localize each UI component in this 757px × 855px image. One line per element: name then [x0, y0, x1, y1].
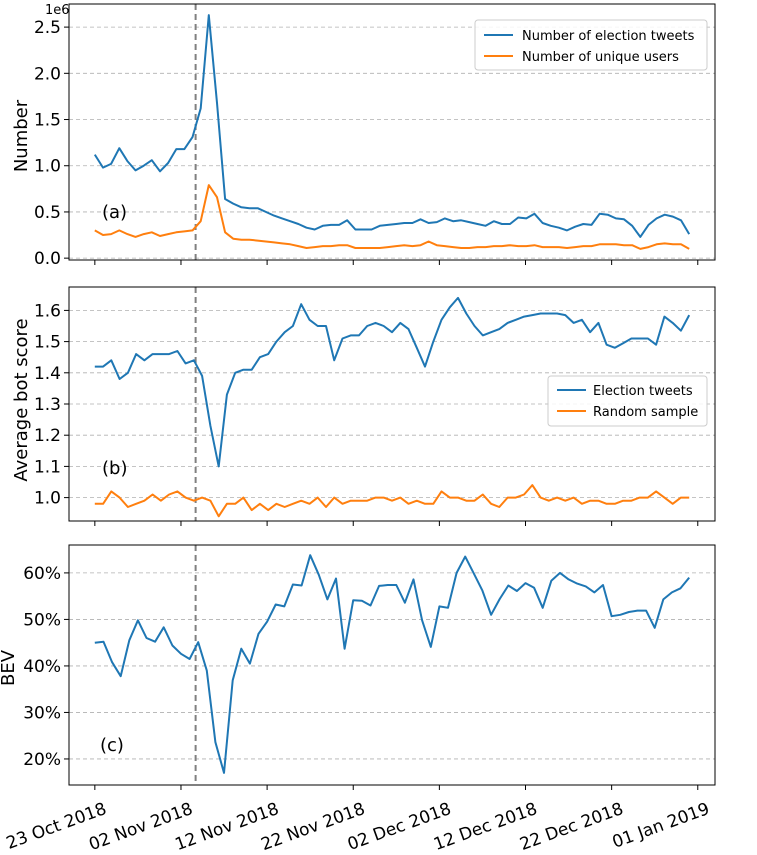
panel-a-series-number-of-election-tweets: [93, 14, 691, 238]
panel-a-series-number-of-unique-users: [94, 184, 690, 250]
x-tick-label: 01 Jan 2019: [610, 799, 713, 853]
panel-b-series-random-sample: [94, 484, 690, 518]
panel-c-grid: [69, 572, 715, 760]
panel-b-label: (b): [102, 458, 127, 479]
panel-c-y-tick-label: 20%: [23, 750, 61, 770]
panel-b-series: [94, 296, 691, 518]
panel-a-y-tick-label: 0.5: [34, 203, 61, 223]
panel-b-y-tick-label: 1.1: [34, 457, 61, 477]
panel-b-legend: Election tweets Random sample: [547, 375, 708, 427]
panel-a-y-axis-label: Number: [11, 99, 32, 172]
panel-a-grid: [69, 26, 715, 259]
panel-c-frame: [68, 544, 716, 786]
panel-b-y-tick-label: 1.6: [34, 301, 61, 321]
panel-c-x-ticks: [94, 785, 699, 790]
panel-b-series-election-tweets: [94, 296, 691, 468]
panel-b-y-tick-label: 1.4: [34, 364, 61, 384]
panel-c-y-tick-label: 60%: [23, 564, 61, 584]
panel-b-legend-label-random: Random sample: [593, 405, 698, 420]
panel-a-y-tick-label: 1.0: [34, 157, 61, 177]
panel-a-series: [93, 14, 691, 250]
panel-c: 20% 30% 40% 50% 60% BEV (c): [0, 544, 716, 790]
panel-c-y-tick-label: 30%: [23, 703, 61, 723]
panel-a-y-tick-label: 2.5: [34, 18, 61, 38]
panel-a-y-tick-label: 1.5: [34, 111, 61, 131]
panel-b-x-ticks: [94, 521, 699, 526]
panel-c-label: (c): [100, 735, 124, 756]
panel-c-y-tick-label: 40%: [23, 657, 61, 677]
panel-a-y-tick-label: 2.0: [34, 64, 61, 84]
panel-b-y-tick-label: 1.5: [34, 333, 61, 353]
panel-c-y-ticks: 20% 30% 40% 50% 60%: [23, 564, 69, 770]
panel-c-y-axis-label: BEV: [0, 649, 19, 686]
panel-c-series: [94, 554, 690, 774]
panel-a-y-ticks: 0.0 0.5 1.0 1.5 2.0 2.5: [34, 18, 69, 269]
panel-c-series-bev: [94, 554, 690, 774]
panel-a-x-ticks: [94, 260, 699, 265]
panel-b-y-tick-label: 1.2: [34, 426, 61, 446]
panel-a: 0.0 0.5 1.0 1.5 2.0 2.5 1e6 Number (a) Number…: [11, 3, 716, 269]
panel-a-offset-text: 1e6: [45, 3, 70, 18]
panel-a-legend-label-users: Number of unique users: [522, 50, 679, 65]
panel-c-y-tick-label: 50%: [23, 610, 61, 630]
panel-b-legend-label-election: Election tweets: [593, 384, 693, 399]
panel-b-grid: [69, 309, 715, 499]
panel-a-legend: Number of election tweets Number of uniq…: [474, 19, 708, 71]
panel-b: 1.01.11.21.31.41.51.6 Average bot score …: [11, 286, 716, 526]
panel-b-y-tick-label: 1.3: [34, 395, 61, 415]
panel-b-legend-frame: [547, 375, 708, 427]
panel-a-frame: [68, 3, 716, 261]
panel-a-label: (a): [102, 202, 127, 223]
panel-a-legend-frame: [474, 19, 708, 71]
panel-a-y-tick-label: 0.0: [34, 249, 61, 269]
panel-b-y-axis-label: Average bot score: [11, 318, 32, 481]
panel-b-y-ticks: 1.0 1.1 1.2 1.3 1.4 1.5 1.6: [34, 301, 69, 509]
panel-a-legend-label-tweets: Number of election tweets: [522, 29, 695, 44]
panel-b-y-tick-label: 1.0: [34, 489, 61, 509]
